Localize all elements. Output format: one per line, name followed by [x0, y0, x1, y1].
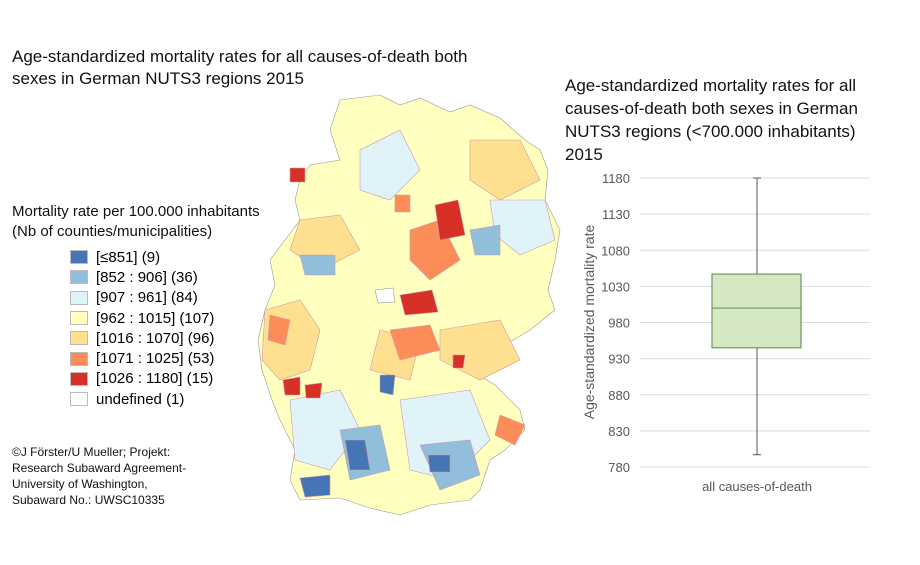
legend-swatch — [70, 250, 88, 265]
y-tick-label: 780 — [608, 460, 630, 475]
legend-title: Mortality rate per 100.000 inhabitants (… — [12, 202, 302, 242]
legend-item: [1071 : 1025] (53) — [70, 348, 214, 368]
map-legend: [≤851] (9) [852 : 906] (36) [907 : 961] (8… — [70, 247, 214, 409]
legend-title-line1: Mortality rate per 100.000 inhabitants — [12, 203, 260, 220]
legend-swatch — [70, 392, 88, 407]
y-tick-label: 930 — [608, 352, 630, 367]
legend-item: [1026 : 1180] (15) — [70, 369, 214, 389]
credit-line: University of Washington, — [12, 477, 148, 491]
y-tick-label: 1130 — [602, 207, 630, 222]
credit-line: Subaward No.: UWSC10335 — [12, 493, 165, 507]
legend-swatch — [70, 331, 88, 346]
legend-title-line2: (Nb of counties/municipalities) — [12, 223, 213, 240]
legend-item: [852 : 906] (36) — [70, 267, 214, 287]
map-title: Age-standardized mortality rates for all… — [12, 47, 468, 88]
legend-label: [852 : 906] (36) — [96, 268, 198, 286]
y-axis-label: Age-standardized mortality rate — [581, 225, 597, 420]
legend-swatch — [70, 371, 88, 386]
y-tick-label: 830 — [608, 424, 630, 439]
x-category-label: all causes-of-death — [702, 479, 812, 494]
chart-title: Age-standardized mortality rates for all… — [565, 76, 858, 164]
legend-label: [1026 : 1180] (15) — [96, 370, 214, 388]
legend-item: [≤851] (9) — [70, 247, 214, 267]
y-tick-label: 1030 — [601, 279, 630, 294]
credit: ©J Förster/U Mueller; Projekt: Research … — [12, 444, 232, 508]
legend-item: [1016 : 1070] (96) — [70, 328, 214, 348]
legend-label: [907 : 961] (84) — [96, 289, 198, 307]
legend-swatch — [70, 290, 88, 305]
credit-line: ©J Förster/U Mueller; Projekt: — [12, 445, 171, 459]
y-tick-label: 980 — [608, 316, 630, 331]
legend-item: [907 : 961] (84) — [70, 288, 214, 308]
legend-label: [962 : 1015] (107) — [96, 309, 215, 327]
legend-swatch — [70, 270, 88, 285]
legend-label: undefined (1) — [96, 390, 185, 408]
legend-item: [962 : 1015] (107) — [70, 308, 214, 328]
legend-swatch — [70, 351, 88, 366]
box-iqr — [711, 273, 802, 349]
legend-label: [1016 : 1070] (96) — [96, 329, 215, 347]
legend-item: undefined (1) — [70, 389, 214, 409]
legend-label: [≤851] (9) — [96, 248, 161, 266]
y-tick-label: 880 — [608, 388, 630, 403]
legend-swatch — [70, 311, 88, 326]
credit-line: Research Subaward Agreement- — [12, 461, 187, 475]
legend-label: [1071 : 1025] (53) — [96, 350, 215, 368]
y-tick-label: 1180 — [602, 171, 630, 186]
y-tick-label: 1080 — [601, 243, 630, 258]
